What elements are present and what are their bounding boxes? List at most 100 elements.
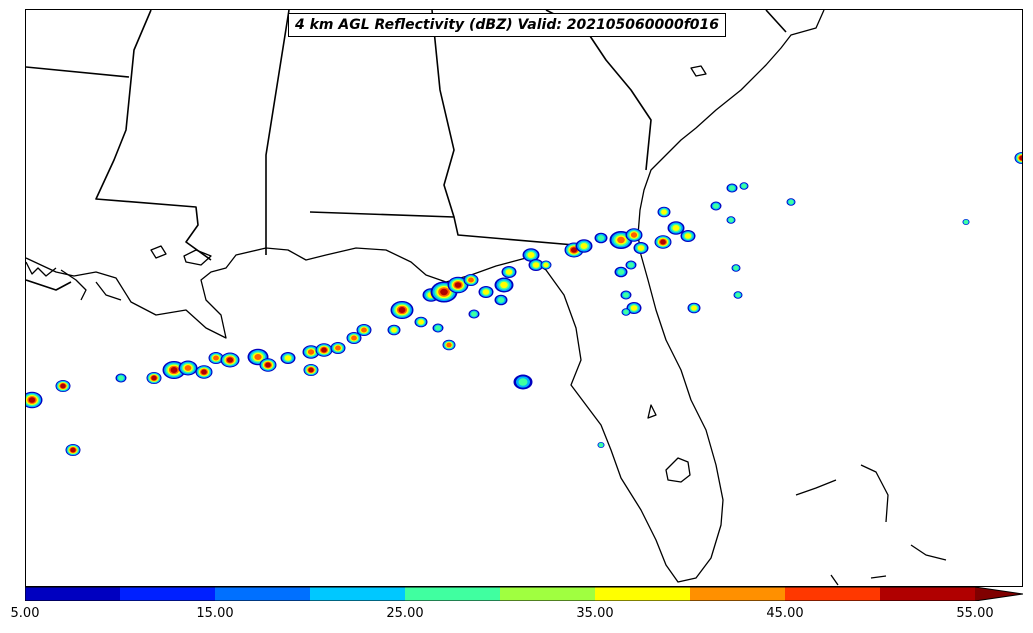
- colorbar-segment: [785, 587, 880, 601]
- radar-echo-cell: [302, 345, 320, 359]
- echo-ring: [713, 203, 719, 209]
- radar-echo-cell: [654, 235, 672, 249]
- state-line-la-ms: [26, 279, 72, 291]
- colorbar-segment: [880, 587, 975, 601]
- radar-echo-cell: [478, 286, 494, 298]
- colorbar-segment: [310, 587, 405, 601]
- radar-echo-cell: [390, 301, 414, 319]
- state-line-ga-al: [431, 10, 455, 218]
- radar-echo-cell: [522, 248, 540, 262]
- colorbar: [25, 587, 1023, 601]
- echo-ring: [570, 247, 578, 253]
- echo-ring: [672, 225, 680, 231]
- echo-ring: [729, 185, 735, 191]
- radar-echo-cell: [447, 276, 469, 294]
- echo-ring: [70, 447, 76, 453]
- colorbar-segment: [690, 587, 785, 601]
- radar-echoes: [26, 152, 1022, 456]
- map-title: 4 km AGL Reflectivity (dBZ) Valid: 20210…: [288, 13, 727, 37]
- echo-ring: [60, 383, 66, 389]
- echo-ring: [454, 282, 462, 288]
- echo-ring: [623, 292, 629, 298]
- echo-ring: [518, 378, 528, 386]
- radar-echo-cell: [501, 266, 517, 278]
- radar-echo-cell: [65, 444, 81, 456]
- echo-ring: [398, 307, 406, 313]
- radar-echo-cell: [442, 339, 456, 351]
- radar-echo-cell: [115, 373, 127, 383]
- echo-ring: [505, 269, 513, 275]
- colorbar-tick-label: 15.00: [196, 606, 234, 621]
- radar-echo-cell: [625, 228, 643, 242]
- echo-ring: [630, 232, 638, 238]
- echo-ring: [691, 305, 697, 311]
- radar-echo-cell: [330, 342, 346, 354]
- radar-echo-cell: [625, 260, 637, 270]
- radar-echo-cell: [540, 260, 552, 270]
- radar-echo-cell: [26, 391, 43, 409]
- colorbar-extend-arrow: [975, 587, 1023, 601]
- echo-ring: [741, 183, 747, 189]
- state-boundaries: [26, 10, 787, 291]
- lake-okeechobee: [665, 457, 691, 483]
- state-line-ms-north: [26, 66, 130, 78]
- echo-ring: [735, 292, 741, 298]
- radar-echo-cell: [786, 198, 796, 206]
- radar-echo-cell: [731, 264, 741, 272]
- state-line-al-fl: [309, 211, 587, 247]
- echo-ring: [733, 265, 739, 271]
- echo-ring: [580, 243, 588, 249]
- radar-echo-cell: [494, 294, 508, 306]
- echo-ring: [482, 289, 490, 295]
- coastline-gulf-east-florida: [26, 10, 825, 583]
- echo-ring: [788, 199, 794, 205]
- echo-ring: [684, 233, 692, 239]
- radar-echo-cell: [528, 259, 544, 271]
- island-tampa: [647, 404, 657, 419]
- echo-ring: [440, 288, 448, 296]
- echo-ring: [628, 262, 634, 268]
- radar-echo-cell: [739, 182, 749, 190]
- radar-echo-cell: [195, 365, 213, 379]
- colorbar-segment: [500, 587, 595, 601]
- echo-ring: [335, 345, 341, 351]
- echo-ring: [151, 375, 157, 381]
- echo-ring: [184, 365, 192, 371]
- radar-echo-cell: [346, 332, 362, 344]
- echo-ring: [435, 325, 441, 331]
- radar-echo-cell: [280, 352, 296, 364]
- colorbar-segment: [405, 587, 500, 601]
- echo-ring: [623, 309, 629, 315]
- colorbar-tick-label: 35.00: [576, 606, 614, 621]
- echo-ring: [661, 209, 667, 215]
- echo-ring: [284, 355, 292, 361]
- radar-echo-cell: [432, 323, 444, 333]
- echo-ring: [497, 297, 505, 303]
- radar-echo-cell: [55, 380, 71, 392]
- coastlines: [26, 10, 947, 586]
- radar-echo-cell: [513, 374, 533, 390]
- radar-echo-cell: [620, 290, 632, 300]
- coastline-bahamas-abaco: [795, 464, 889, 523]
- radar-echo-cell: [463, 274, 479, 286]
- radar-echo-cell: [726, 216, 736, 224]
- radar-echo-cell: [303, 364, 319, 376]
- radar-echo-cell: [614, 266, 628, 278]
- island-sc: [690, 65, 707, 77]
- echo-ring: [468, 277, 474, 283]
- echo-ring: [308, 367, 314, 373]
- echo-ring: [254, 353, 262, 361]
- echo-ring: [321, 347, 327, 353]
- echo-ring: [391, 327, 397, 333]
- radar-echo-cell: [680, 230, 696, 242]
- echo-ring: [630, 305, 638, 311]
- echo-ring: [265, 362, 271, 368]
- echo-ring: [446, 342, 452, 348]
- radar-echo-cell: [575, 239, 593, 253]
- coastline-delta: [26, 261, 122, 301]
- echo-ring: [351, 335, 357, 341]
- echo-ring: [963, 219, 969, 225]
- radar-echo-cell: [387, 324, 401, 336]
- radar-echo-cell: [626, 302, 642, 314]
- radar-echo-cell: [259, 358, 277, 372]
